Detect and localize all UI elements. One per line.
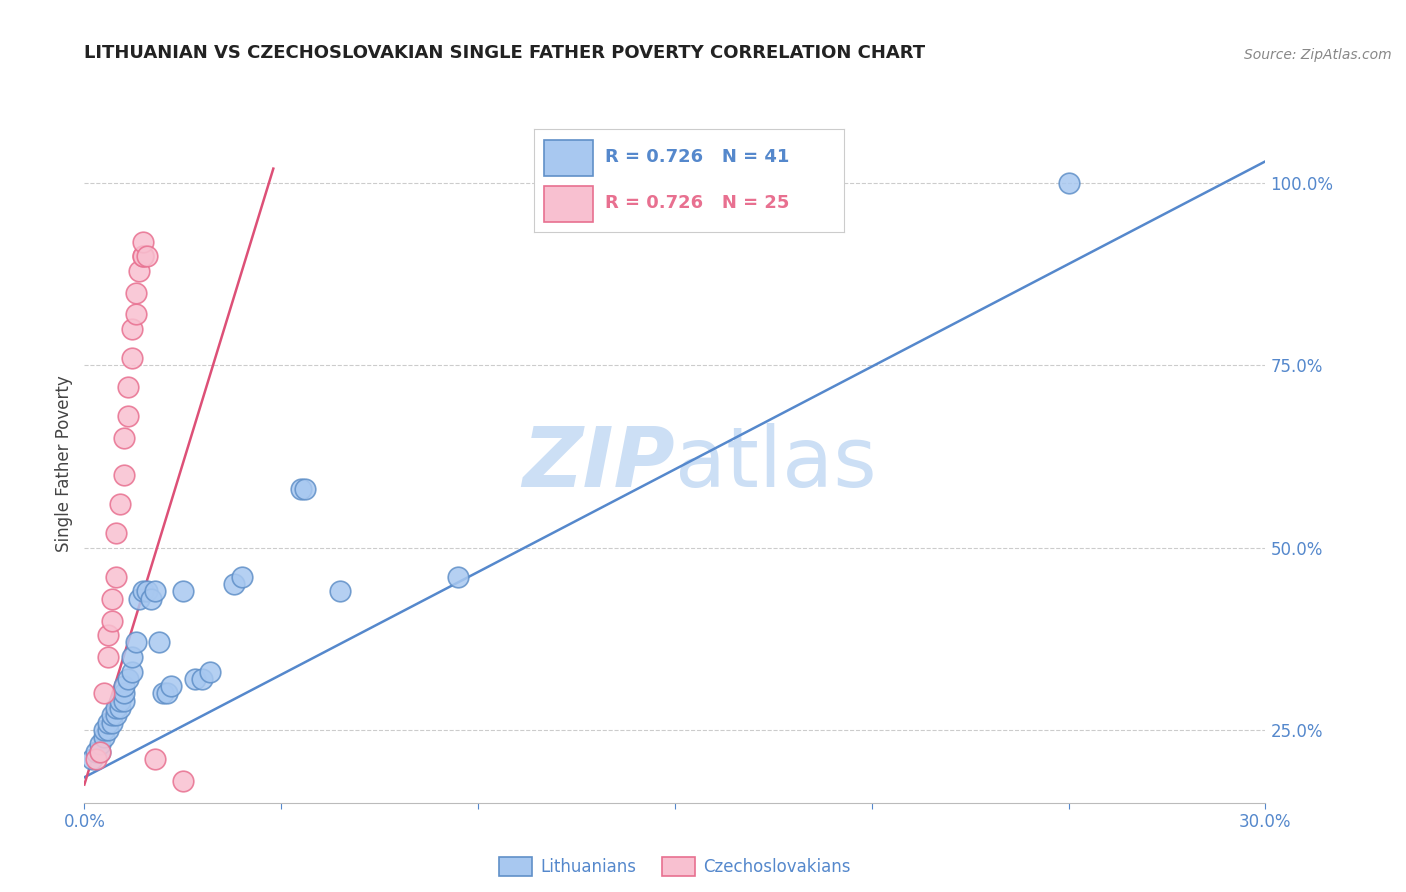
Point <box>329 584 352 599</box>
Point <box>447 570 470 584</box>
Point <box>141 591 163 606</box>
Point <box>104 708 127 723</box>
Point <box>101 591 124 606</box>
Point <box>200 665 222 679</box>
Point <box>101 708 124 723</box>
Point <box>121 322 143 336</box>
Point <box>117 409 139 424</box>
Legend: Lithuanians, Czechoslovakians: Lithuanians, Czechoslovakians <box>492 850 858 882</box>
Point <box>108 497 131 511</box>
Point <box>97 650 120 665</box>
Point <box>112 694 135 708</box>
Point <box>84 745 107 759</box>
Point <box>231 570 253 584</box>
Point <box>89 745 111 759</box>
Point <box>108 694 131 708</box>
Text: R = 0.726   N = 41: R = 0.726 N = 41 <box>606 148 790 166</box>
Point <box>156 686 179 700</box>
Point <box>132 249 155 263</box>
Point <box>97 715 120 730</box>
Point <box>112 686 135 700</box>
Point <box>183 672 205 686</box>
FancyBboxPatch shape <box>544 140 593 176</box>
Point <box>101 614 124 628</box>
Point <box>222 577 245 591</box>
Point <box>132 249 155 263</box>
Point <box>191 672 214 686</box>
Point <box>104 526 127 541</box>
Text: atlas: atlas <box>675 424 876 504</box>
Point <box>82 752 104 766</box>
Text: ZIP: ZIP <box>522 424 675 504</box>
Point <box>93 686 115 700</box>
Point <box>93 723 115 737</box>
Point <box>97 723 120 737</box>
Point <box>128 263 150 277</box>
Point <box>148 635 170 649</box>
Point <box>124 307 146 321</box>
Point <box>128 591 150 606</box>
Point <box>121 351 143 366</box>
Point <box>117 672 139 686</box>
Point <box>104 570 127 584</box>
Point <box>108 701 131 715</box>
Point <box>112 679 135 693</box>
Point <box>290 483 312 497</box>
Point <box>124 635 146 649</box>
Point <box>1057 176 1080 190</box>
Point <box>117 380 139 394</box>
Point <box>136 249 159 263</box>
Point <box>143 752 166 766</box>
Point <box>136 584 159 599</box>
Point <box>101 715 124 730</box>
Point <box>112 431 135 445</box>
Point <box>121 650 143 665</box>
FancyBboxPatch shape <box>544 186 593 221</box>
Point <box>112 467 135 482</box>
Point <box>104 701 127 715</box>
Text: R = 0.726   N = 25: R = 0.726 N = 25 <box>606 194 790 212</box>
Point <box>93 730 115 744</box>
Point <box>172 773 194 788</box>
Point <box>121 665 143 679</box>
Text: Source: ZipAtlas.com: Source: ZipAtlas.com <box>1244 48 1392 62</box>
Point <box>124 285 146 300</box>
Point <box>89 738 111 752</box>
Point <box>172 584 194 599</box>
Point <box>294 483 316 497</box>
Point <box>89 745 111 759</box>
Point <box>132 584 155 599</box>
Point <box>84 752 107 766</box>
Y-axis label: Single Father Poverty: Single Father Poverty <box>55 376 73 552</box>
Point <box>97 628 120 642</box>
Point <box>152 686 174 700</box>
Text: LITHUANIAN VS CZECHOSLOVAKIAN SINGLE FATHER POVERTY CORRELATION CHART: LITHUANIAN VS CZECHOSLOVAKIAN SINGLE FAT… <box>84 45 925 62</box>
Point <box>160 679 183 693</box>
Point <box>143 584 166 599</box>
Point <box>132 235 155 249</box>
